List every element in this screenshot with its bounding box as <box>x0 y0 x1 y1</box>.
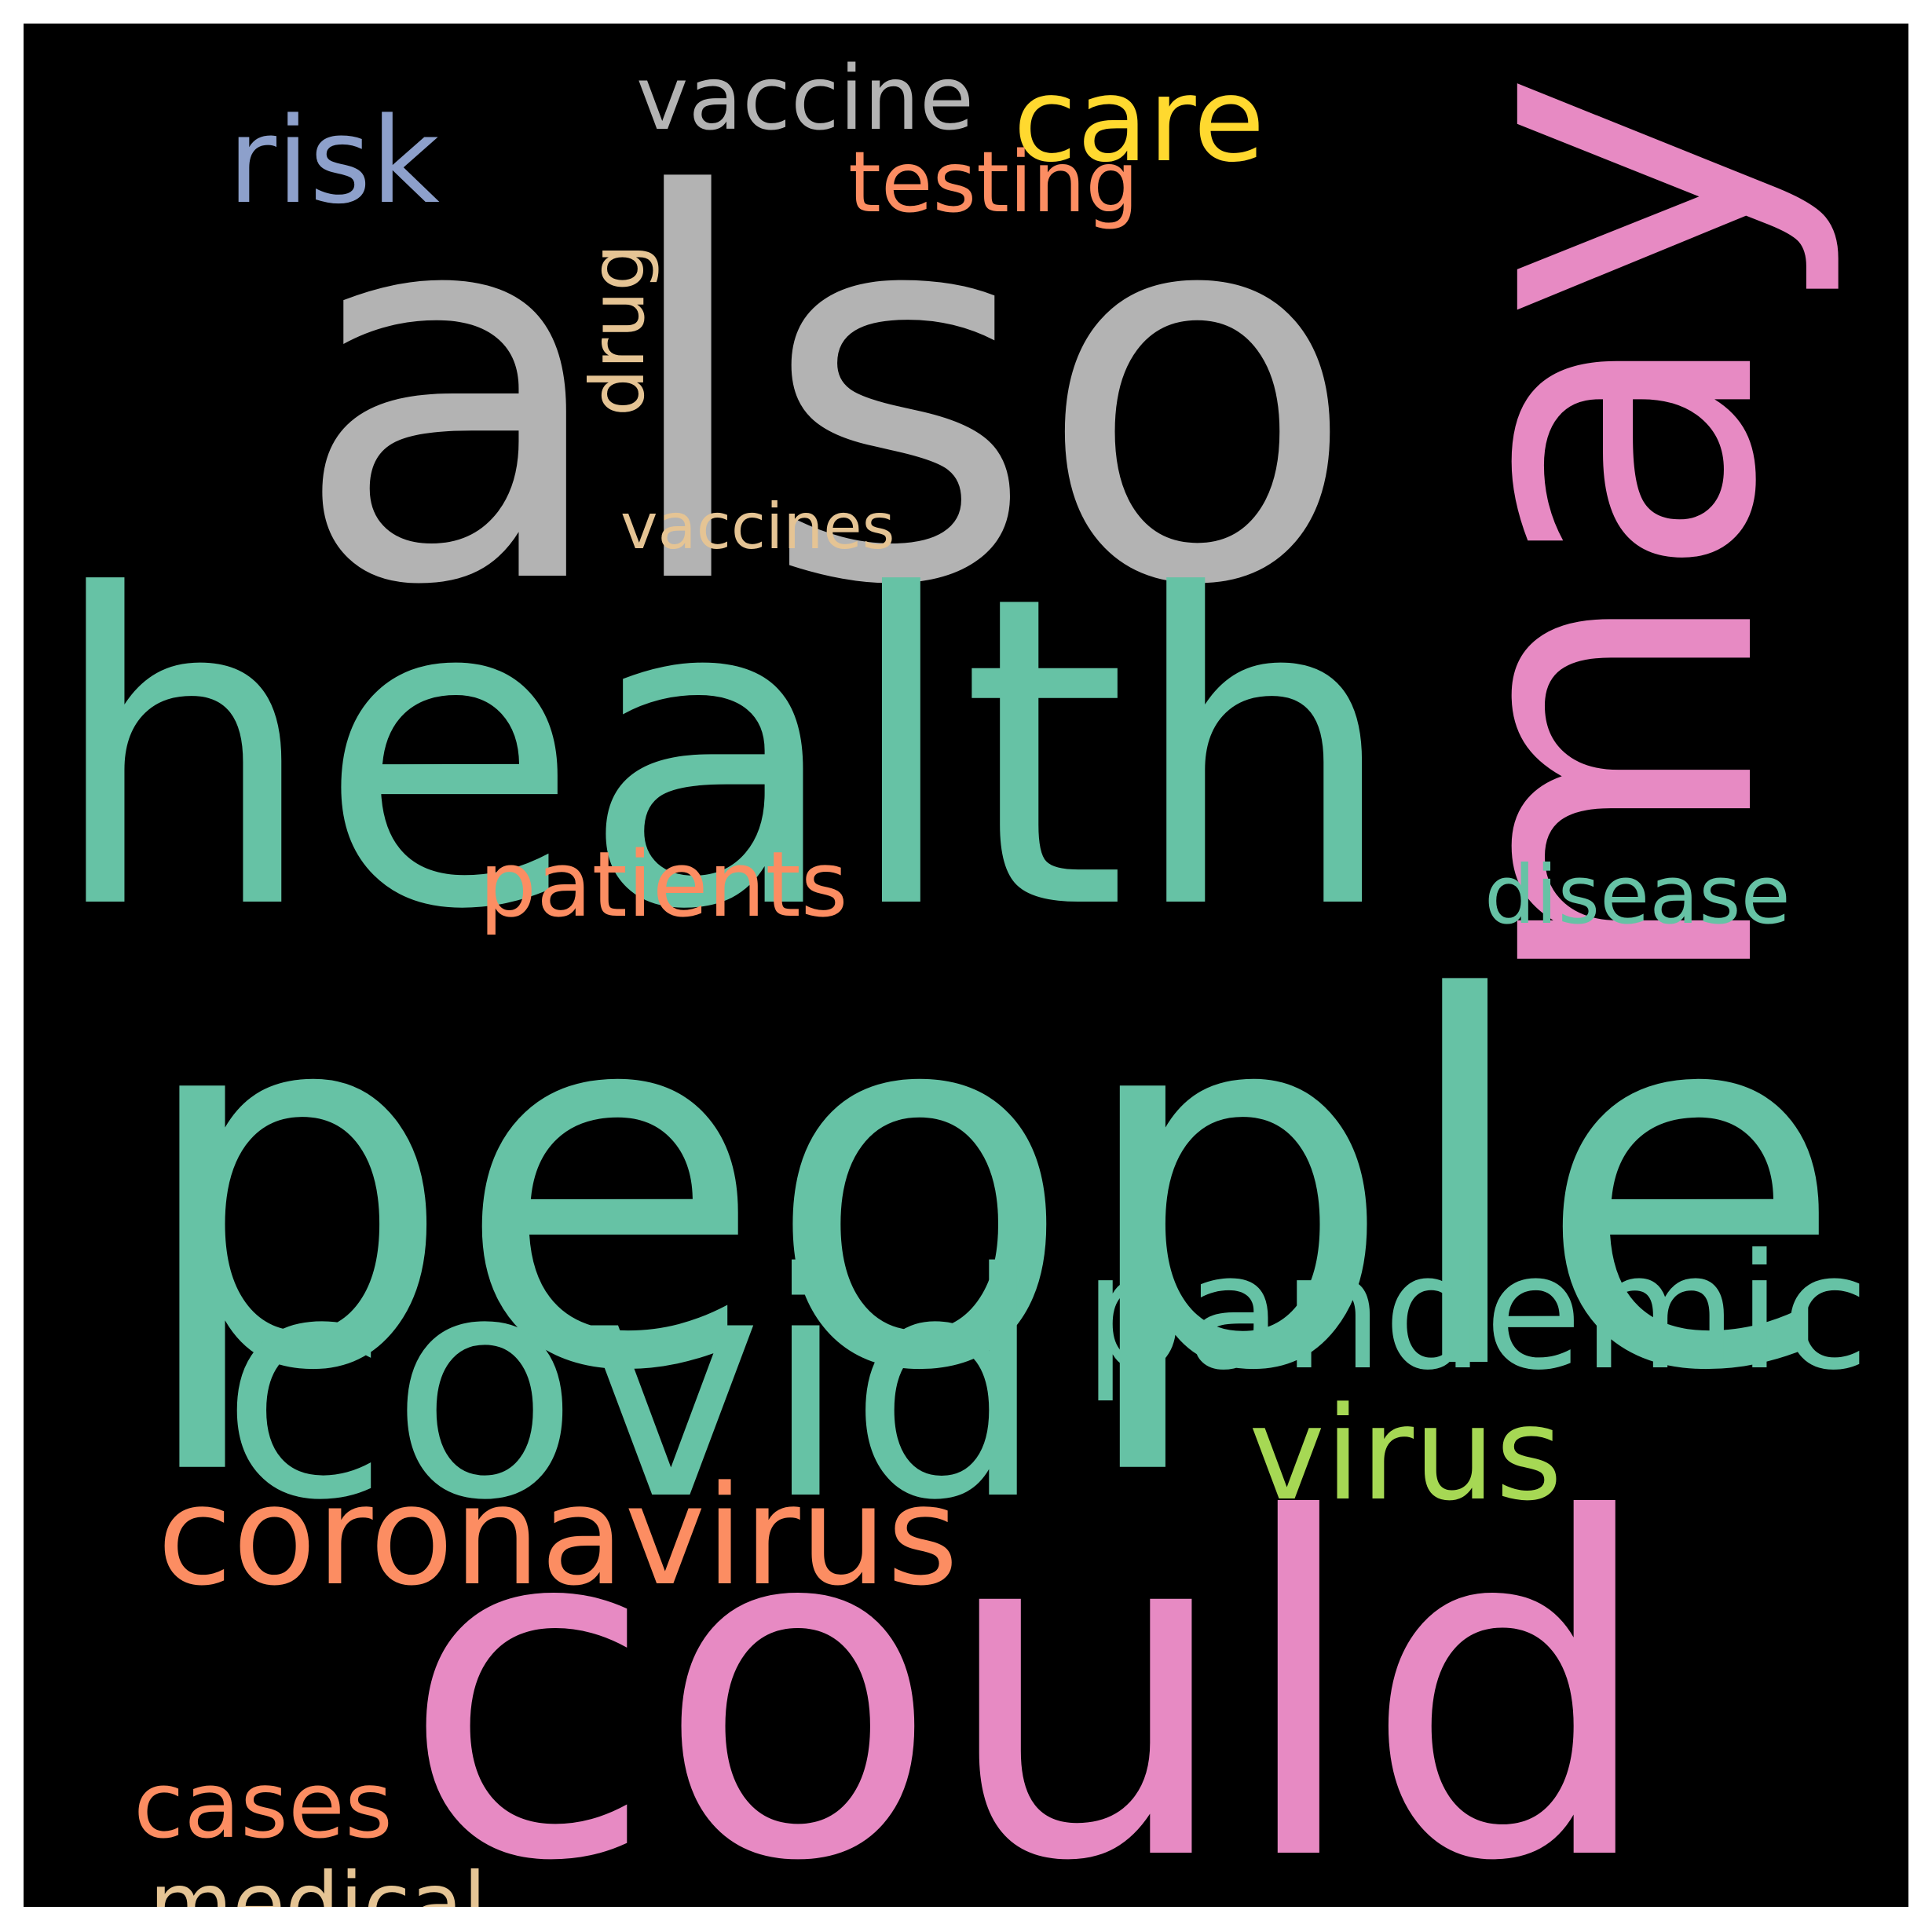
word-could: could <box>401 1422 1658 1907</box>
word-cloud: people also health could may covid pande… <box>24 24 1908 1907</box>
word-pandemic: pandemic <box>1084 1220 1869 1405</box>
word-health: health <box>47 507 1399 1003</box>
word-patients: patients <box>479 832 848 938</box>
word-disease: disease <box>1484 849 1791 942</box>
word-also: also <box>291 86 1359 701</box>
word-testing: testing <box>848 134 1139 232</box>
word-coronavirus: coronavirus <box>157 1457 959 1616</box>
word-covid: covid <box>220 1207 1045 1568</box>
word-virus: virus <box>1249 1379 1563 1529</box>
word-vaccine: vaccine <box>636 48 975 150</box>
word-care: care <box>1013 53 1265 188</box>
word-medical: medical <box>149 1854 487 1907</box>
word-vaccines: vaccines <box>620 489 895 563</box>
word-cases: cases <box>134 1751 393 1859</box>
word-drug: drug <box>575 243 661 416</box>
word-people: people <box>134 893 1846 1481</box>
word-risk: risk <box>228 92 440 230</box>
